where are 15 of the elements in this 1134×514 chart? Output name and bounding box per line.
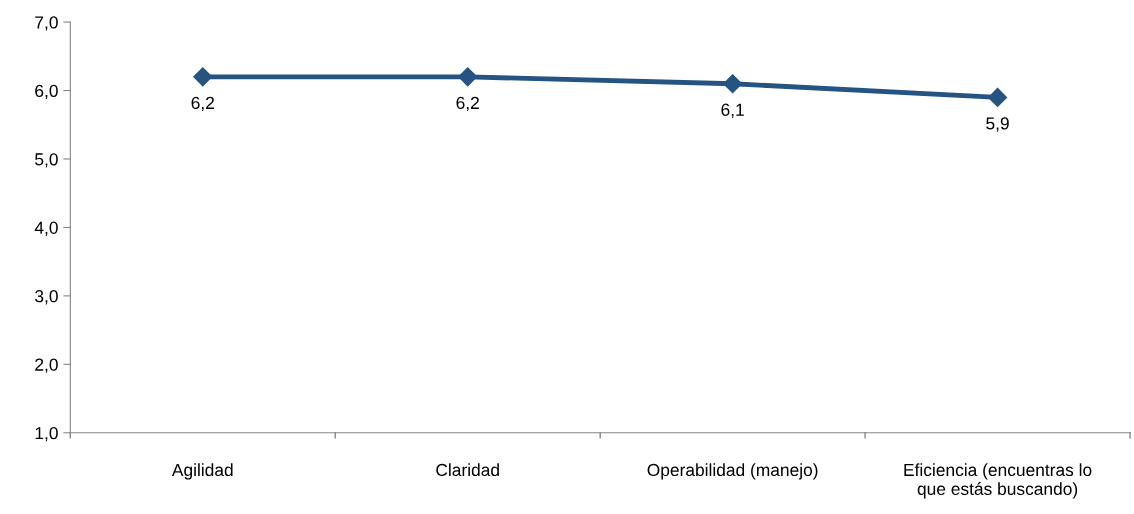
y-tick-label: 4,0 bbox=[34, 221, 58, 236]
y-tick-label: 5,0 bbox=[35, 153, 58, 168]
y-tick-label: 6,0 bbox=[35, 84, 58, 100]
data-label: 5,9 bbox=[986, 117, 1009, 132]
x-tick-label: Eficiencia (encuentras lo que estás buscando) bbox=[904, 463, 1092, 499]
y-tick-label: 7,0 bbox=[35, 16, 58, 31]
x-tick-label: Claridad bbox=[436, 463, 499, 477]
data-label: 6,1 bbox=[721, 103, 744, 118]
y-tick-label: 1,0 bbox=[35, 426, 58, 442]
y-tick-label: 2,0 bbox=[35, 358, 58, 373]
x-tick-label: Agilidad bbox=[171, 463, 233, 480]
y-tick-label: 3,0 bbox=[35, 290, 58, 305]
x-tick-label: Operabilidad (manejo) bbox=[647, 463, 818, 480]
data-label: 6,2 bbox=[191, 96, 214, 112]
data-label: 6,2 bbox=[456, 96, 479, 112]
